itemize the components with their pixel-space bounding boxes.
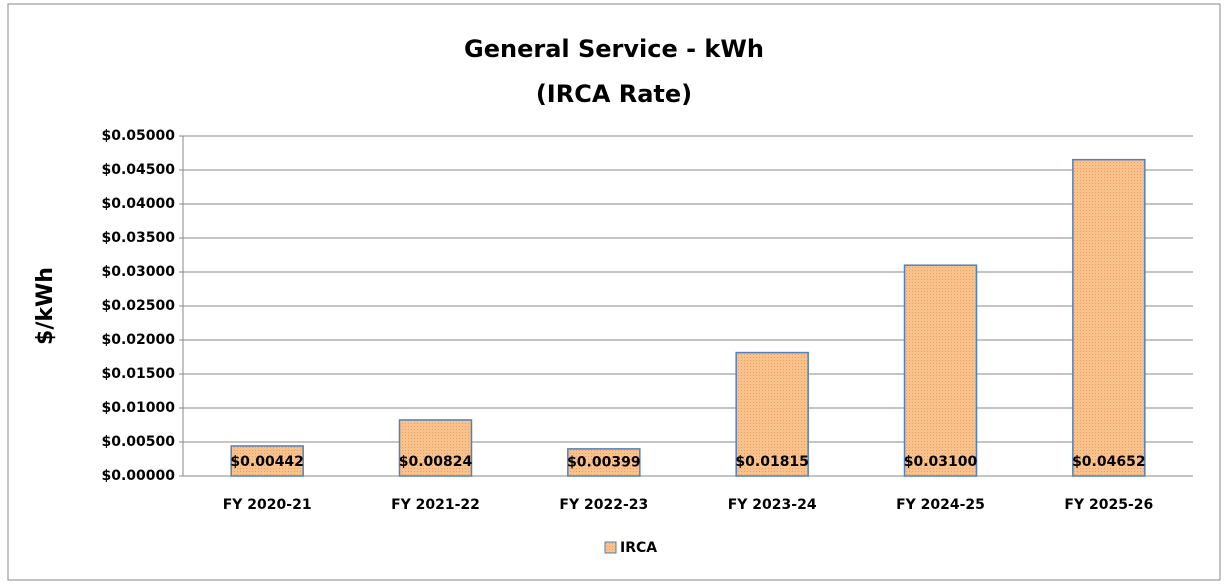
x-tick-label: FY 2020-21 <box>223 497 312 513</box>
chart-frame <box>7 3 1221 581</box>
y-tick-label: $0.03500 <box>101 230 175 246</box>
y-tick-label: $0.02000 <box>101 332 175 348</box>
legend-swatch <box>604 541 617 554</box>
y-tick-label: $0.02500 <box>101 298 175 314</box>
y-tick-label: $0.05000 <box>101 128 175 144</box>
x-tick-label: FY 2024-25 <box>896 497 985 513</box>
data-label: $0.03100 <box>904 454 978 470</box>
bar <box>230 445 304 477</box>
x-tick-label: FY 2022-23 <box>559 497 648 513</box>
data-label: $0.00824 <box>399 454 473 470</box>
x-tick-label: FY 2025-26 <box>1064 497 1153 513</box>
chart-subtitle: (IRCA Rate) <box>536 80 692 108</box>
data-label: $0.04652 <box>1072 454 1146 470</box>
bar <box>903 264 978 477</box>
data-label: $0.00442 <box>230 454 304 470</box>
data-label: $0.01815 <box>735 454 809 470</box>
y-tick-label: $0.04500 <box>101 162 175 178</box>
y-tick-label: $0.04000 <box>101 196 175 212</box>
x-tick-label: FY 2023-24 <box>728 497 817 513</box>
bar <box>1072 158 1146 477</box>
legend-label: IRCA <box>620 540 657 556</box>
bar <box>567 448 641 477</box>
data-label: $0.00399 <box>567 454 641 470</box>
y-tick-label: $0.03000 <box>101 264 175 280</box>
y-tick-label: $0.00000 <box>101 468 175 484</box>
bar <box>398 419 473 477</box>
chart-title: General Service - kWh <box>464 35 764 63</box>
y-tick-label: $0.01500 <box>101 366 175 382</box>
bar <box>735 351 809 477</box>
y-axis-label: $/kWh <box>33 267 58 345</box>
y-tick-label: $0.01000 <box>101 400 175 416</box>
x-tick-label: FY 2021-22 <box>391 497 480 513</box>
y-tick-label: $0.00500 <box>101 434 175 450</box>
